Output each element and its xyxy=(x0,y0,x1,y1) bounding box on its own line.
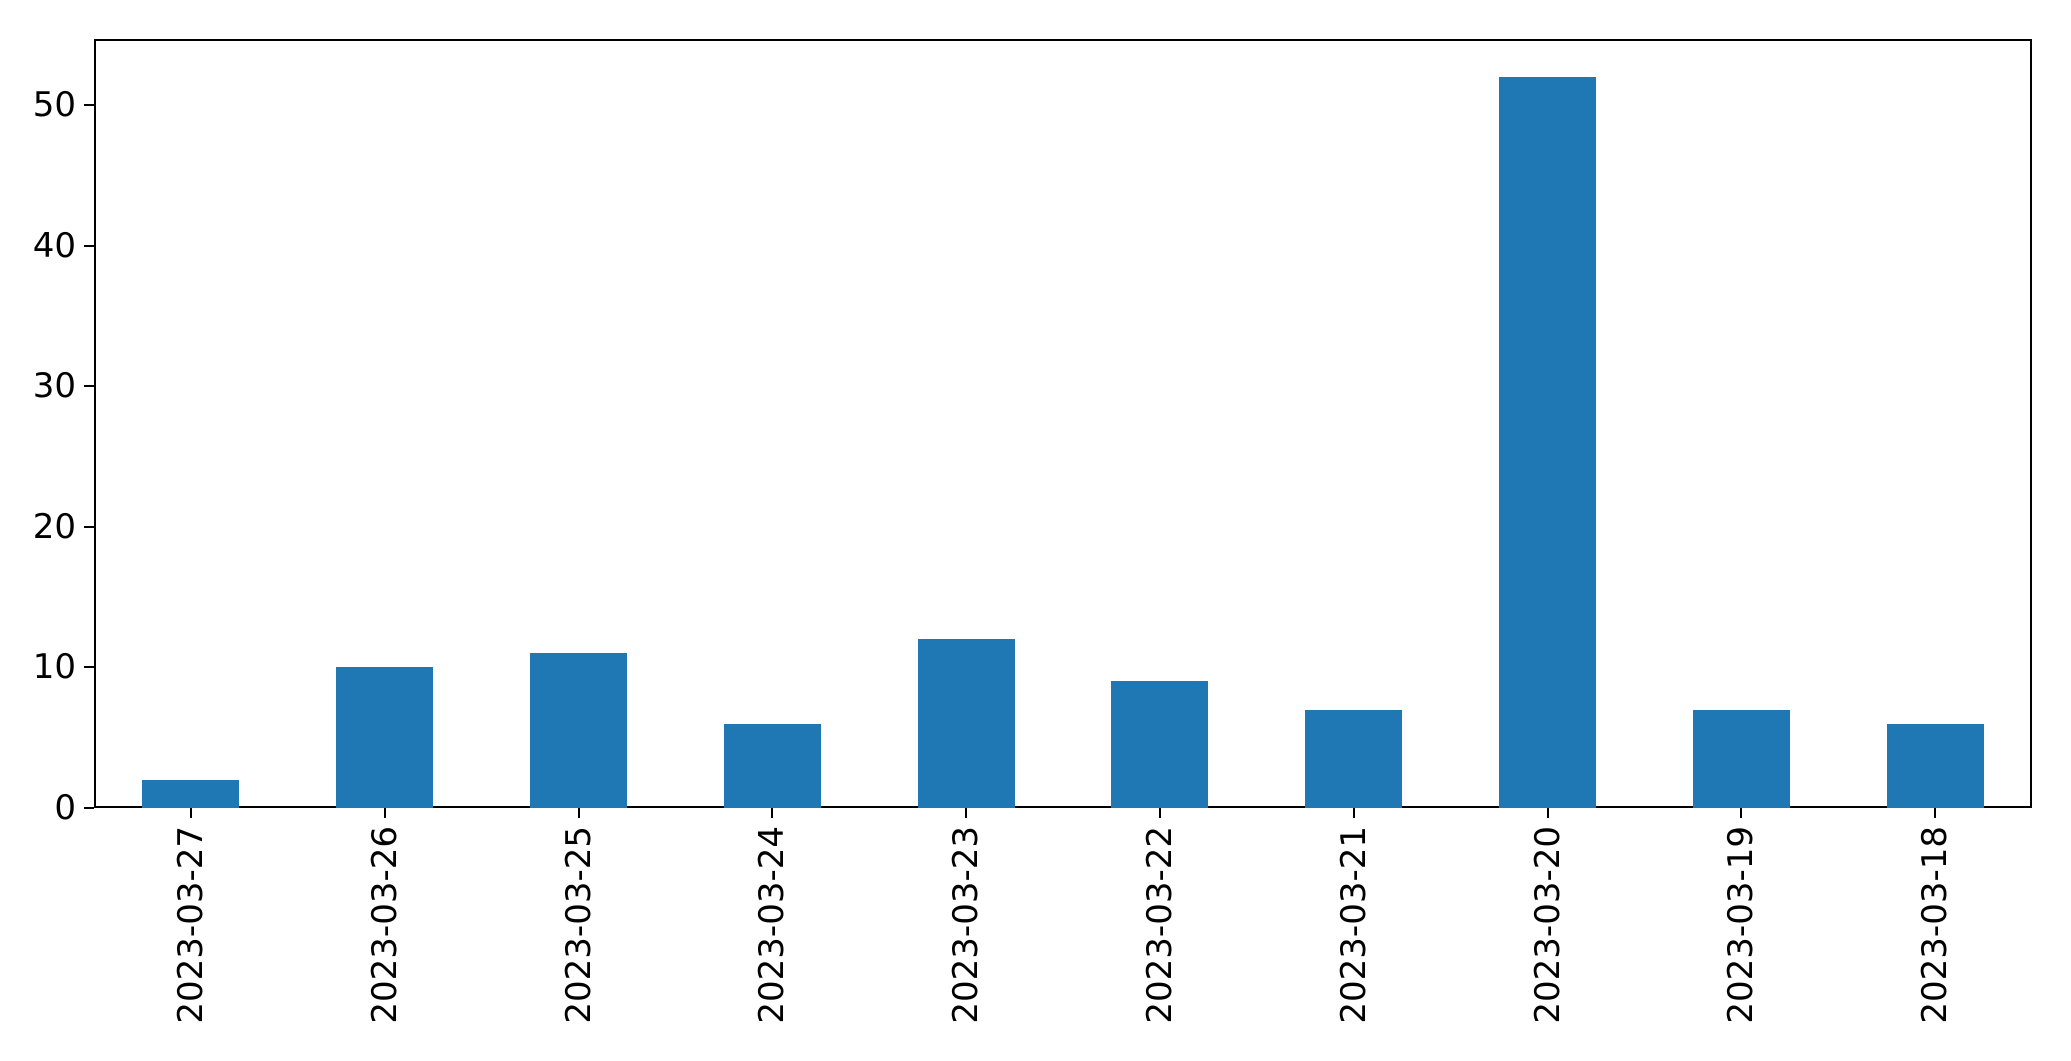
bar-2023-03-25 xyxy=(530,653,627,808)
y-tick-mark xyxy=(84,666,94,669)
bar-2023-03-19 xyxy=(1692,709,1790,808)
y-tick-label: 50 xyxy=(32,85,76,126)
x-tick-label: 2023-03-20 xyxy=(1527,826,1568,1024)
x-tick-mark xyxy=(1158,808,1161,818)
x-tick-label: 2023-03-26 xyxy=(364,826,405,1024)
x-tick-mark xyxy=(577,808,580,818)
bar-2023-03-20 xyxy=(1499,76,1596,808)
y-tick-mark xyxy=(84,807,94,809)
bar-2023-03-21 xyxy=(1305,709,1403,808)
x-tick-mark xyxy=(771,808,774,818)
x-tick-mark xyxy=(965,808,968,818)
x-tick-mark xyxy=(1352,808,1355,818)
y-tick-label: 40 xyxy=(32,225,76,266)
x-tick-mark xyxy=(1934,808,1937,818)
x-tick-label: 2023-03-25 xyxy=(558,826,599,1024)
bar-2023-03-18 xyxy=(1886,723,1984,808)
y-tick-mark xyxy=(84,525,94,528)
y-tick-mark xyxy=(84,244,94,247)
bar-2023-03-26 xyxy=(336,667,434,808)
x-tick-mark xyxy=(1740,808,1743,818)
y-tick-label: 30 xyxy=(32,366,76,407)
y-tick-mark xyxy=(84,104,94,107)
x-tick-mark xyxy=(189,808,192,818)
y-tick-mark xyxy=(84,385,94,388)
y-tick-label: 10 xyxy=(32,647,76,688)
x-tick-mark xyxy=(383,808,386,818)
x-tick-label: 2023-03-18 xyxy=(1915,826,1956,1024)
x-tick-label: 2023-03-19 xyxy=(1721,826,1762,1024)
x-tick-label: 2023-03-22 xyxy=(1139,826,1180,1024)
bar-2023-03-27 xyxy=(142,779,240,808)
x-tick-label: 2023-03-23 xyxy=(946,826,987,1024)
bar-2023-03-23 xyxy=(917,639,1015,808)
x-tick-label: 2023-03-27 xyxy=(170,826,211,1024)
x-tick-mark xyxy=(1546,808,1549,818)
bar-2023-03-22 xyxy=(1111,681,1209,808)
y-tick-label: 0 xyxy=(54,788,76,828)
x-tick-label: 2023-03-21 xyxy=(1333,826,1374,1024)
x-tick-label: 2023-03-24 xyxy=(752,826,793,1024)
y-tick-label: 20 xyxy=(32,506,76,547)
bar-2023-03-24 xyxy=(723,723,821,808)
